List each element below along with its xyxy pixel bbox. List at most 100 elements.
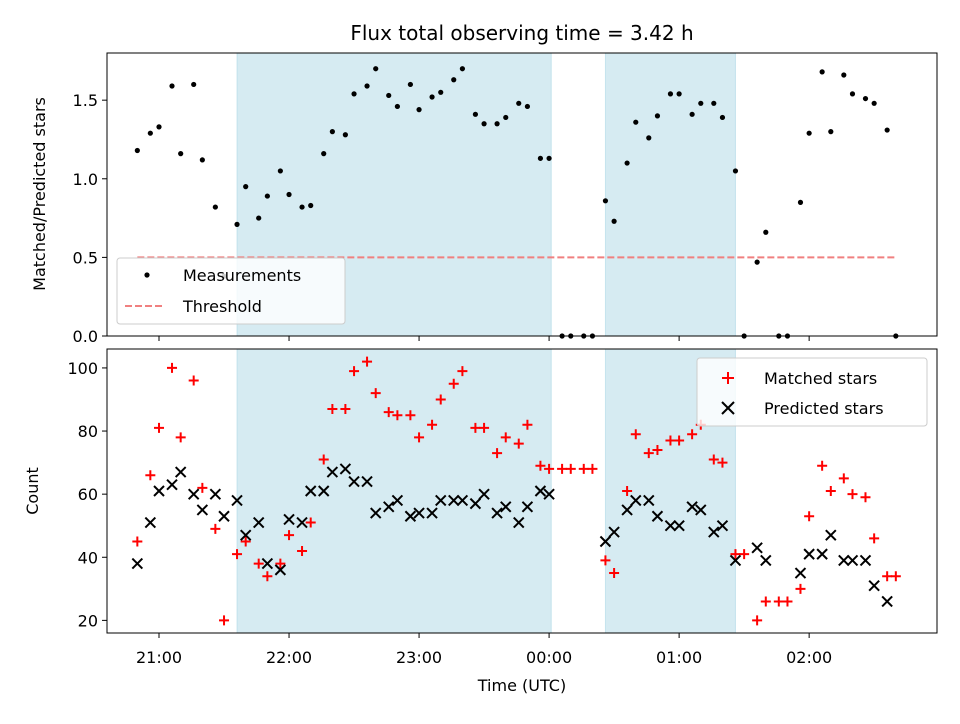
series-0-0-point-16 [308, 202, 314, 209]
series-0-0-point-53 [711, 100, 717, 106]
series-1-0-point-68 [869, 533, 880, 544]
series-1-0-point-40 [565, 463, 576, 474]
series-1-0-point-22 [370, 388, 381, 399]
series-0-0-point-37 [537, 155, 544, 161]
series-0-0-point-64 [828, 129, 834, 135]
series-1-1-point-37 [534, 485, 547, 497]
series-1-0-point-57 [752, 615, 763, 626]
series-1-1-point-10 [239, 529, 252, 541]
series-1-1-point-13 [274, 564, 287, 576]
series-1-1-point-29 [448, 494, 460, 507]
series-1-1-point-61 [868, 579, 880, 592]
series-1-1-point-41 [621, 504, 633, 516]
series-1-1-point-9 [231, 494, 243, 507]
series-1-1-point-34 [500, 501, 512, 513]
series-1-1-point-33 [491, 507, 503, 519]
series-0-0-point-3 [169, 83, 175, 89]
series-1-0-point-38 [544, 463, 555, 474]
series-1-0-point-58 [760, 596, 771, 607]
series-0-0-point-27 [429, 94, 435, 100]
series-0-0-point-4 [178, 151, 184, 157]
series-0-0-point-66 [849, 91, 856, 97]
ratio-panel-frame [106, 52, 938, 337]
x-tick-label: 22:00 [266, 648, 312, 667]
series-1-1-point-8 [218, 510, 230, 522]
legend-threshold-label: Threshold [182, 297, 262, 316]
series-1-0-point-31 [470, 422, 481, 433]
series-1-0-point-66 [847, 489, 858, 500]
series-1-1-point-49 [708, 526, 720, 538]
series-1-1-point-25 [404, 510, 417, 522]
series-1-1-point-14 [283, 513, 295, 526]
series-0-0-point-67 [862, 95, 869, 102]
series-0-0-point-21 [364, 83, 370, 89]
series-1-1-point-55 [803, 548, 815, 560]
series-1-0-point-44 [609, 568, 620, 579]
series-1-1-point-22 [370, 507, 382, 519]
x-axis-label: Time (UTC) [477, 676, 566, 695]
series-1-0-point-0 [132, 536, 143, 547]
y-tick-label: 60 [78, 485, 98, 504]
series-1-1-point-12 [261, 557, 274, 570]
series-0-0-point-52 [698, 100, 704, 106]
series-0-0-point-20 [351, 91, 357, 97]
series-1-0-point-45 [622, 486, 633, 496]
series-1-0-point-16 [305, 517, 316, 528]
series-1-0-point-34 [500, 432, 511, 443]
series-1-0-point-9 [232, 549, 243, 560]
series-0-0-point-22 [373, 66, 379, 72]
series-0-0-point-48 [654, 113, 661, 119]
legend-measurements-label: Measurements [183, 266, 301, 285]
series-0-0-point-69 [884, 127, 890, 133]
series-1-1-point-20 [348, 475, 360, 488]
series-1-0-point-1 [145, 470, 156, 481]
series-0-0-point-2 [156, 124, 162, 130]
series-1-1-point-48 [695, 504, 707, 516]
series-1-0-point-53 [708, 454, 719, 465]
series-1-0-point-37 [535, 460, 546, 471]
series-1-0-point-17 [318, 454, 329, 465]
series-1-1-point-57 [825, 529, 837, 541]
series-1-0-point-21 [362, 356, 373, 367]
series-1-0-point-10 [240, 536, 251, 547]
series-1-0-point-5 [188, 375, 199, 386]
series-1-1-point-28 [435, 494, 447, 507]
series-0-0-point-6 [199, 157, 205, 163]
series-0-0-point-23 [386, 92, 392, 99]
series-1-0-point-13 [275, 558, 286, 569]
series-0-0-point-58 [763, 229, 769, 235]
series-1-0-point-42 [587, 463, 598, 474]
series-0-0-point-24 [394, 103, 400, 110]
series-0-0-point-7 [212, 204, 218, 210]
series-0-0-point-29 [451, 77, 457, 83]
series-1-1-point-59 [846, 554, 859, 567]
series-0-0-point-34 [503, 114, 509, 121]
series-1-0-point-54 [717, 457, 728, 468]
series-1-0-point-29 [448, 378, 459, 389]
y-tick-label: 40 [78, 548, 98, 567]
series-1-1-point-7 [209, 488, 222, 500]
series-1-1-point-56 [816, 548, 828, 560]
ratio-y-axis-label: Matched/Predicted stars [30, 97, 49, 291]
series-0-0-point-44 [611, 218, 617, 224]
count-panel: 20 40 60 80 100 21:00 22:00 23:00 00:00 01:00 02:… [23, 348, 938, 667]
legend-measurements-marker [144, 272, 150, 278]
series-0-0-point-54 [719, 114, 726, 121]
series-1-0-point-55 [730, 549, 741, 560]
ratio-panel: 0.0 0.5 1.0 1.5 Matched/Predicted stars Mea… [30, 52, 938, 346]
series-0-0-point-31 [472, 111, 479, 117]
series-1-0-point-50 [674, 435, 685, 446]
shaded-span-0-1 [604, 52, 736, 337]
series-1-1-point-5 [187, 488, 200, 500]
series-0-0-point-9 [234, 221, 240, 227]
series-1-1-point-31 [469, 497, 482, 510]
series-1-1-point-23 [383, 501, 395, 513]
series-0-0-point-46 [633, 119, 639, 125]
series-1-1-point-21 [361, 475, 373, 488]
series-1-1-point-60 [859, 554, 872, 567]
series-1-1-point-1 [144, 516, 157, 529]
series-1-0-point-28 [435, 394, 446, 405]
series-1-0-point-59 [773, 596, 784, 607]
series-1-1-point-40 [608, 526, 620, 538]
series-1-0-point-30 [457, 366, 468, 377]
